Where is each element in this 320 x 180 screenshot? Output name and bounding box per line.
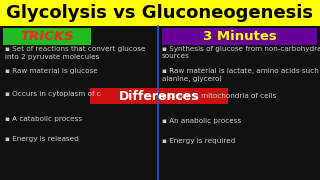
Text: 3 Minutes: 3 Minutes bbox=[203, 30, 276, 43]
Text: ▪ Energy is required: ▪ Energy is required bbox=[162, 138, 236, 144]
Bar bbox=[3, 28, 91, 45]
Text: Differences: Differences bbox=[119, 89, 199, 102]
Text: ▪ Occurs in cytoplasm of c: ▪ Occurs in cytoplasm of c bbox=[5, 91, 101, 97]
Bar bbox=[90, 88, 228, 104]
Text: ▪ Energy is released: ▪ Energy is released bbox=[5, 136, 79, 142]
Text: ▪ A catabolic process: ▪ A catabolic process bbox=[5, 116, 82, 122]
Text: ▪ Set of reactions that convert glucose
into 2 pyruvate molecules: ▪ Set of reactions that convert glucose … bbox=[5, 46, 146, 60]
Bar bbox=[0, 0, 320, 26]
Text: ▪ An anabolic process: ▪ An anabolic process bbox=[162, 118, 241, 124]
Text: Glycolysis vs Gluconeogenesis: Glycolysis vs Gluconeogenesis bbox=[6, 4, 314, 22]
Text: TRICKS: TRICKS bbox=[20, 30, 74, 43]
Text: ▪ Synthesis of glucose from non-carbohydrate
sources: ▪ Synthesis of glucose from non-carbohyd… bbox=[162, 46, 320, 60]
Bar bbox=[162, 28, 317, 45]
Text: ▪ plasm & mitochondria of cells: ▪ plasm & mitochondria of cells bbox=[162, 93, 276, 99]
Text: ▪ Raw material is lactate, amino acids such as
alanine, glycerol: ▪ Raw material is lactate, amino acids s… bbox=[162, 68, 320, 82]
Text: ▪ Raw material is glucose: ▪ Raw material is glucose bbox=[5, 68, 98, 74]
